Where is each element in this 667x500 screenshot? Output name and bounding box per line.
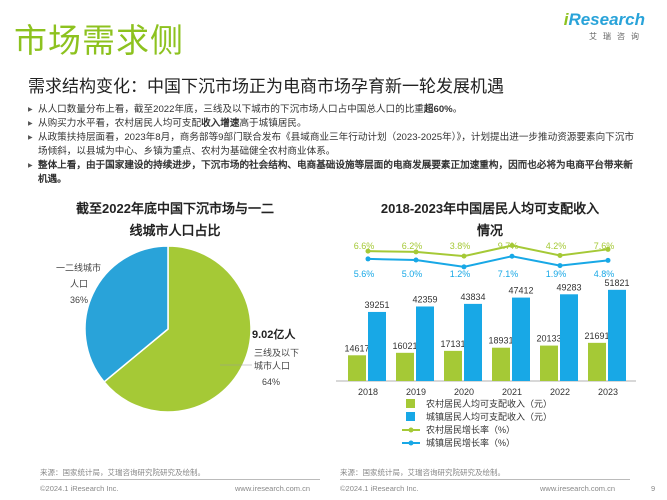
source-note-right: 来源：国家统计局，艾瑞咨询研究院研究及绘制。 xyxy=(340,468,505,477)
logo-i: i xyxy=(563,10,569,29)
legend-label: 城镇居民人均可支配收入（元） xyxy=(426,411,552,422)
legend-swatch xyxy=(406,412,415,421)
bar-value-label: 20133 xyxy=(536,334,561,344)
pie-label-line1: 一二线城市 xyxy=(56,262,101,273)
growth-label: 7.6% xyxy=(594,241,615,251)
growth-point xyxy=(461,253,467,259)
bar-1-0 xyxy=(368,311,386,381)
growth-point xyxy=(509,243,515,249)
bar-value-label: 39251 xyxy=(364,300,389,310)
bar-value-label: 49283 xyxy=(556,282,581,292)
bar-chart-title: 2018-2023年中国居民人均可支配收入 情况 xyxy=(380,201,600,238)
growth-point xyxy=(557,252,563,258)
source-note-left: 来源：国家统计局，艾瑞咨询研究院研究及绘制。 xyxy=(40,468,205,477)
pie-label-line2: 人口 xyxy=(70,279,88,289)
bar-1-3 xyxy=(512,297,530,381)
growth-point xyxy=(413,257,419,263)
bar-value-label: 43834 xyxy=(460,292,485,302)
legend-label: 农村居民人均可支配收入（元） xyxy=(426,398,552,409)
bar-0-3 xyxy=(492,347,510,381)
growth-label: 4.2% xyxy=(546,241,567,251)
bar-0-0 xyxy=(348,355,366,381)
bullet-list: 从人口数量分布上看，截至2022年底，三线及以下城市的下沉市场人口占中国总人口的… xyxy=(28,103,640,187)
page-subtitle: 需求结构变化：中国下沉市场正为电商市场孕育新一轮发展机遇 xyxy=(28,77,504,96)
growth-point xyxy=(365,256,371,262)
bullet-item: 整体上看，由于国家建设的持续进步，下沉市场的社会结构、电商基础设施等层面的电商发… xyxy=(28,159,640,187)
x-tick-label: 2023 xyxy=(598,387,618,397)
bar-1-2 xyxy=(464,303,482,381)
growth-point xyxy=(557,263,563,269)
bar-value-label: 17131 xyxy=(440,339,465,349)
footer-divider-left xyxy=(40,479,320,480)
bar-value-label: 42359 xyxy=(412,294,437,304)
growth-label: 6.2% xyxy=(402,241,423,251)
copyright-right: ©2024.1 iResearch Inc. xyxy=(340,484,419,493)
x-tick-label: 2018 xyxy=(358,387,378,397)
x-tick-label: 2020 xyxy=(454,387,474,397)
bar-0-5 xyxy=(588,342,606,381)
x-tick-label: 2019 xyxy=(406,387,426,397)
growth-line-0 xyxy=(367,244,609,258)
growth-line-1 xyxy=(367,255,609,268)
growth-point xyxy=(365,248,371,254)
growth-label: 1.2% xyxy=(450,269,471,279)
bar-value-label: 18931 xyxy=(488,336,513,346)
bar-value-label: 21691 xyxy=(584,331,609,341)
growth-point xyxy=(509,253,515,259)
bar-1-4 xyxy=(560,294,578,381)
bar-value-label: 16021 xyxy=(392,341,417,351)
growth-label: 7.1% xyxy=(498,269,519,279)
url-right: www.iresearch.com.cn xyxy=(540,484,616,493)
bar-value-label: 14617 xyxy=(344,343,369,353)
bar-value-label: 51821 xyxy=(604,278,629,288)
bar-1-5 xyxy=(608,289,626,381)
bar-0-4 xyxy=(540,345,558,381)
legend-label: 农村居民增长率（%） xyxy=(426,424,515,435)
bar-value-label: 47412 xyxy=(508,286,533,296)
pie-annotation: 9.02亿人 xyxy=(252,327,296,341)
growth-label: 3.8% xyxy=(450,241,471,251)
logo-subtitle: 艾瑞咨询 xyxy=(589,32,645,41)
footer-divider-right xyxy=(340,479,630,480)
growth-point xyxy=(413,249,419,255)
growth-label: 6.6% xyxy=(354,241,375,251)
growth-label: 4.8% xyxy=(594,269,615,279)
legend-marker xyxy=(408,427,414,433)
page-title: 市场需求侧 xyxy=(14,22,184,59)
bar-1-1 xyxy=(416,306,434,381)
pie-slice-0 xyxy=(102,245,252,413)
legend-label: 城镇居民增长率（%） xyxy=(426,437,515,448)
bar-chart: 14617 39251 2018 16021 42359 2019 17131 43834 20… xyxy=(336,241,636,448)
pie-pct-label: 64% xyxy=(262,377,280,387)
copyright-left: ©2024.1 iResearch Inc. xyxy=(40,484,119,493)
logo-brand: Research xyxy=(568,10,645,29)
pie-chart-title: 截至2022年底中国下沉市场与一二 线城市人口占比 xyxy=(76,201,274,238)
legend-marker xyxy=(408,440,414,446)
bullet-item: 从购买力水平看，农村居民人均可支配收入增速高于城镇居民。 xyxy=(28,117,640,131)
growth-label: 9.7% xyxy=(498,241,519,251)
page-number: 9 xyxy=(651,484,656,493)
growth-point xyxy=(605,246,611,252)
bar-0-2 xyxy=(444,350,462,381)
legend-swatch xyxy=(406,399,415,408)
pie-pct-label: 36% xyxy=(70,295,88,305)
x-tick-label: 2021 xyxy=(502,387,522,397)
x-tick-label: 2022 xyxy=(550,387,570,397)
url-left: www.iresearch.com.cn xyxy=(235,484,311,493)
bar-0-1 xyxy=(396,352,414,381)
pie-label-line1: 三线及以下 xyxy=(254,347,299,358)
growth-label: 5.6% xyxy=(354,269,375,279)
growth-label: 5.0% xyxy=(402,269,423,279)
iresearch-logo: iResearch 艾瑞咨询 xyxy=(564,10,645,42)
bullet-item: 从人口数量分布上看，截至2022年底，三线及以下城市的下沉市场人口占中国总人口的… xyxy=(28,103,640,117)
growth-point xyxy=(461,264,467,270)
growth-point xyxy=(605,257,611,263)
growth-label: 1.9% xyxy=(546,269,567,279)
pie-label-line2: 城市人口 xyxy=(254,360,290,371)
bullet-item: 从政策扶持层面看，2023年8月，商务部等9部门联合发布《县域商业三年行动计划（… xyxy=(28,131,640,159)
pie-slice-1 xyxy=(84,245,169,383)
